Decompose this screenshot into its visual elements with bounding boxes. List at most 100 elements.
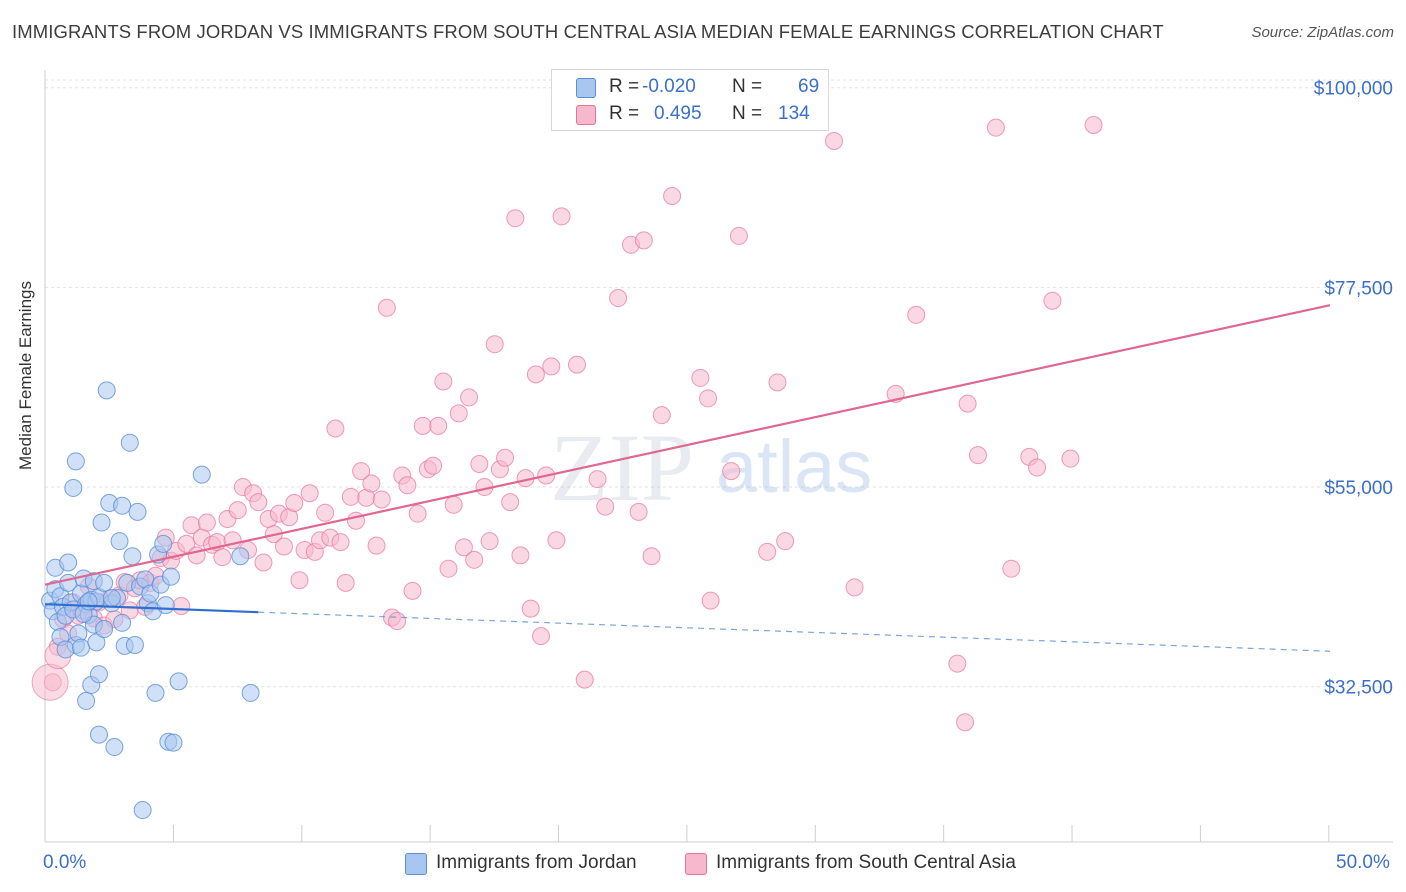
point-jordan (71, 638, 90, 657)
point-south-central-asia (552, 207, 571, 226)
point-south-central-asia (275, 537, 294, 556)
point-jordan (87, 633, 106, 652)
point-south-central-asia (968, 446, 987, 465)
point-south-central-asia (480, 532, 499, 551)
point-jordan (133, 801, 152, 820)
point-jordan (105, 738, 124, 757)
series-legend: Immigrants from Jordan Immigrants from S… (0, 850, 1406, 880)
point-south-central-asia (460, 388, 479, 407)
point-south-central-asia (596, 497, 615, 516)
point-jordan (77, 691, 96, 710)
watermark-atlas: atlas (716, 425, 872, 508)
point-south-central-asia (485, 335, 504, 354)
point-south-central-asia (449, 404, 468, 423)
r-label: R = (609, 76, 640, 97)
point-south-central-asia (1043, 291, 1062, 310)
point-jordan (241, 683, 260, 702)
point-jordan (113, 496, 132, 515)
point-south-central-asia (642, 547, 661, 566)
legend-swatch-blue (405, 853, 427, 875)
point-south-central-asia (1002, 559, 1021, 578)
point-south-central-asia (197, 513, 216, 532)
point-south-central-asia (958, 394, 977, 413)
point-south-central-asia (986, 118, 1005, 137)
point-jordan (64, 478, 83, 497)
point-jordan (192, 465, 211, 484)
point-south-central-asia (758, 542, 777, 561)
n-value: 134 (778, 103, 810, 124)
point-south-central-asia (336, 573, 355, 592)
point-south-central-asia (444, 495, 463, 514)
point-south-central-asia (424, 456, 443, 475)
point-south-central-asia (691, 368, 710, 387)
point-south-central-asia (316, 503, 335, 522)
point-jordan (92, 513, 111, 532)
point-south-central-asia (634, 231, 653, 250)
point-south-central-asia (362, 474, 381, 493)
point-south-central-asia (352, 462, 371, 481)
point-south-central-asia (824, 131, 843, 150)
point-south-central-asia (439, 559, 458, 578)
point-south-central-asia (701, 591, 720, 610)
point-south-central-asia (532, 627, 551, 646)
legend-label: Immigrants from South Central Asia (716, 852, 1016, 873)
point-south-central-asia (454, 538, 473, 557)
n-label: N = (732, 103, 763, 124)
point-south-central-asia (526, 365, 545, 384)
series-jordan (41, 381, 260, 820)
n-label: N = (732, 76, 763, 97)
trend-south-central-asia (44, 304, 1331, 586)
point-south-central-asia (1084, 116, 1103, 135)
point-south-central-asia (403, 581, 422, 600)
point-south-central-asia (521, 599, 540, 618)
point-south-central-asia (300, 484, 319, 503)
point-south-central-asia (470, 454, 489, 473)
y-tick-labels: $100,000 $77,500 $55,000 $32,500 (1314, 79, 1393, 699)
legend-swatch-pink (576, 105, 596, 125)
point-jordan (113, 613, 132, 632)
y-axis-label: Median Female Earnings (16, 281, 35, 470)
point-south-central-asia (388, 612, 407, 631)
source-credit: Source: ZipAtlas.com (1251, 24, 1394, 41)
point-jordan (59, 553, 78, 572)
point-south-central-asia (567, 355, 586, 374)
point-jordan (125, 636, 144, 655)
point-south-central-asia (722, 462, 741, 481)
gridlines (45, 79, 1393, 688)
point-jordan (128, 502, 147, 521)
point-south-central-asia (434, 372, 453, 391)
point-south-central-asia (1028, 458, 1047, 477)
point-jordan (156, 596, 175, 615)
point-south-central-asia (465, 550, 484, 569)
point-jordan (231, 547, 250, 566)
legend-swatch-pink (685, 853, 707, 875)
point-jordan (89, 725, 108, 744)
point-south-central-asia (341, 487, 360, 506)
point-jordan (123, 547, 142, 566)
point-south-central-asia (663, 187, 682, 206)
y-tick-label: $100,000 (1314, 79, 1393, 100)
point-south-central-asia (367, 536, 386, 555)
point-south-central-asia (948, 654, 967, 673)
point-south-central-asia (326, 419, 345, 438)
point-south-central-asia (588, 470, 607, 489)
r-value: -0.020 (642, 76, 696, 97)
point-south-central-asia (331, 533, 350, 552)
x-tick-label-max: 50.0% (1336, 852, 1390, 873)
point-jordan (164, 733, 183, 752)
point-south-central-asia (213, 548, 232, 567)
point-jordan (79, 592, 98, 611)
point-south-central-asia (249, 493, 268, 512)
legend-swatch-blue (576, 78, 596, 98)
point-south-central-asia (285, 494, 304, 513)
point-south-central-asia (254, 553, 273, 572)
point-south-central-asia (31, 663, 69, 701)
point-south-central-asia (228, 501, 247, 520)
point-south-central-asia (172, 596, 191, 615)
point-jordan (95, 620, 114, 639)
point-south-central-asia (501, 493, 520, 512)
point-south-central-asia (408, 504, 427, 523)
point-south-central-asia (652, 406, 671, 425)
point-jordan (56, 640, 75, 659)
point-south-central-asia (956, 713, 975, 732)
